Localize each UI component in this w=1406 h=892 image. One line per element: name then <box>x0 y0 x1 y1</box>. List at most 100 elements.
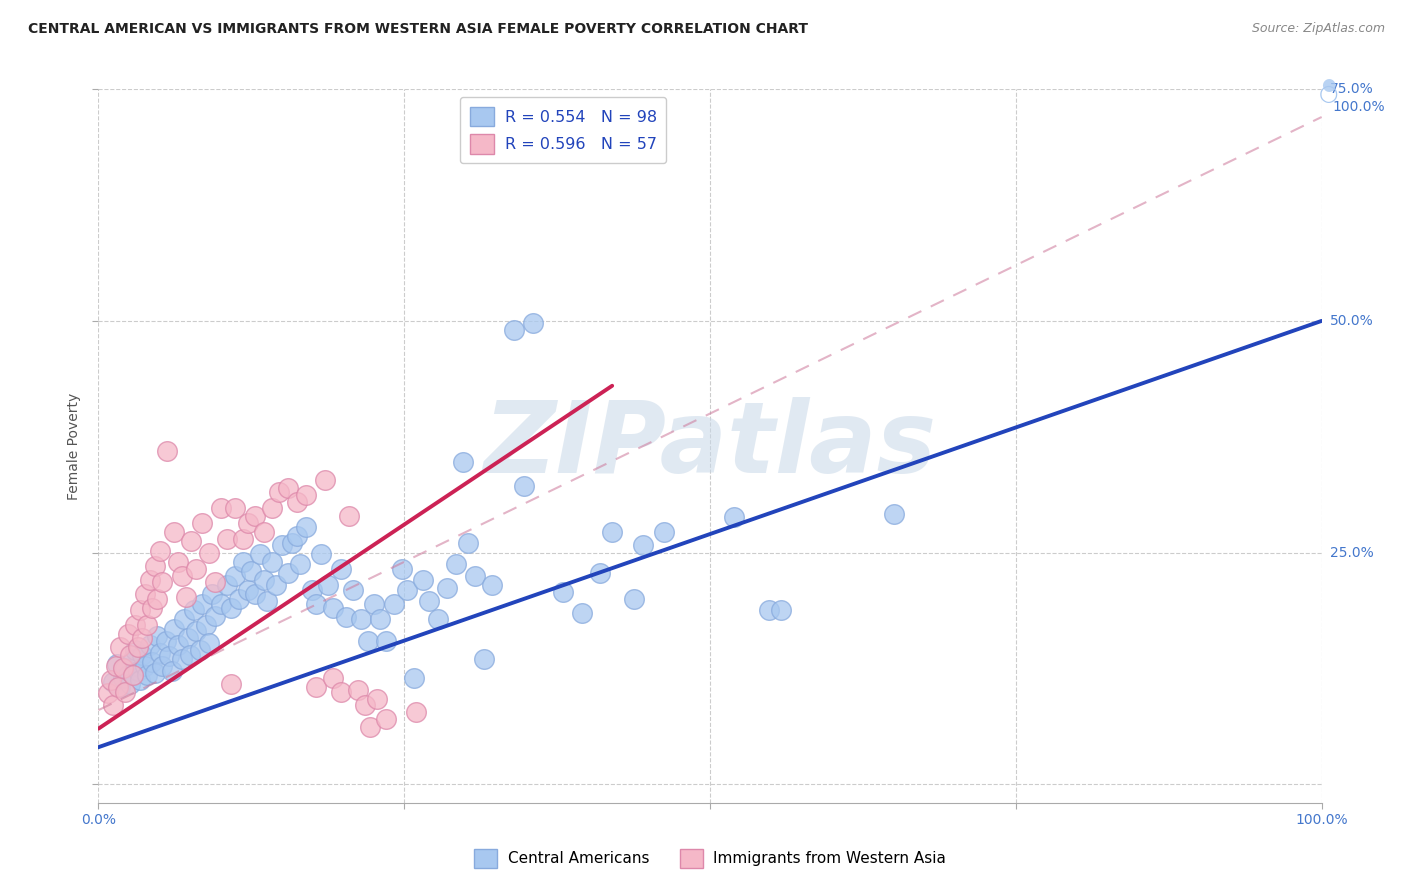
Point <box>232 555 254 569</box>
Point <box>277 566 299 580</box>
Text: ●: ● <box>1322 76 1336 94</box>
Text: 75.0%: 75.0% <box>1330 82 1374 96</box>
Point <box>363 597 385 611</box>
Point <box>121 652 143 666</box>
Point <box>427 612 450 626</box>
Point <box>337 508 360 523</box>
Point <box>262 501 284 516</box>
Point <box>305 597 328 611</box>
Point <box>139 638 162 652</box>
Point <box>136 618 159 632</box>
Point <box>503 323 526 337</box>
Point <box>631 538 654 552</box>
Point <box>295 519 318 533</box>
Point <box>139 574 162 588</box>
Point <box>134 658 156 673</box>
Point <box>354 698 377 713</box>
Point <box>197 545 219 559</box>
Point <box>179 648 201 662</box>
Point <box>243 508 266 523</box>
Point <box>160 664 183 678</box>
Point <box>322 671 344 685</box>
Point <box>111 661 134 675</box>
Point <box>143 666 166 681</box>
Text: CENTRAL AMERICAN VS IMMIGRANTS FROM WESTERN ASIA FEMALE POVERTY CORRELATION CHAR: CENTRAL AMERICAN VS IMMIGRANTS FROM WEST… <box>28 22 808 37</box>
Point <box>418 594 440 608</box>
Point <box>141 601 163 615</box>
Point <box>883 507 905 521</box>
Point <box>249 548 271 562</box>
Point <box>335 610 357 624</box>
Point <box>167 638 190 652</box>
Point <box>110 640 132 654</box>
Point <box>149 646 172 660</box>
Text: Source: ZipAtlas.com: Source: ZipAtlas.com <box>1251 22 1385 36</box>
Point <box>269 485 291 500</box>
Point <box>391 562 413 576</box>
Point <box>101 698 124 713</box>
Point <box>652 525 675 540</box>
Point <box>224 501 246 516</box>
Point <box>309 548 332 562</box>
Point <box>589 566 612 580</box>
Point <box>141 655 163 669</box>
Point <box>120 677 142 691</box>
Point <box>150 658 173 673</box>
Point <box>191 516 214 530</box>
Point <box>758 603 780 617</box>
Point <box>769 603 792 617</box>
Point <box>129 673 152 688</box>
Point <box>571 606 593 620</box>
Point <box>127 664 149 678</box>
Point <box>114 684 136 698</box>
Text: 50.0%: 50.0% <box>1330 314 1374 328</box>
Point <box>127 640 149 654</box>
Point <box>412 574 434 588</box>
Point <box>183 603 205 617</box>
Point <box>318 578 340 592</box>
Point <box>553 584 575 599</box>
Point <box>384 597 406 611</box>
Point <box>305 680 328 694</box>
Point <box>256 594 278 608</box>
Point <box>342 582 364 597</box>
Point <box>188 643 211 657</box>
Point <box>149 543 172 558</box>
Point <box>131 648 153 662</box>
Point <box>191 597 214 611</box>
Point <box>111 671 134 685</box>
Point <box>215 578 238 592</box>
Point <box>252 574 274 588</box>
Point <box>134 587 156 601</box>
Point <box>444 557 467 571</box>
Point <box>228 591 250 606</box>
Point <box>374 712 396 726</box>
Point <box>359 720 381 734</box>
Point <box>451 455 474 469</box>
Point <box>219 601 242 615</box>
Point <box>155 633 177 648</box>
Point <box>146 629 169 643</box>
Point <box>131 631 153 645</box>
Point <box>350 612 373 626</box>
Point <box>513 479 536 493</box>
Point <box>97 686 120 700</box>
Point <box>163 622 186 636</box>
Point <box>232 532 254 546</box>
Point <box>163 525 186 540</box>
Legend: Central Americans, Immigrants from Western Asia: Central Americans, Immigrants from Weste… <box>468 843 952 873</box>
Point <box>201 587 224 601</box>
Point <box>252 525 274 540</box>
Point <box>295 488 318 502</box>
Point <box>346 682 368 697</box>
Point <box>402 671 425 685</box>
Point <box>366 692 388 706</box>
Point <box>156 443 179 458</box>
Point <box>301 582 323 597</box>
Point <box>236 582 259 597</box>
Point <box>104 658 127 673</box>
Point <box>464 568 486 582</box>
Point <box>285 494 308 508</box>
Point <box>170 568 193 582</box>
Point <box>374 633 396 648</box>
